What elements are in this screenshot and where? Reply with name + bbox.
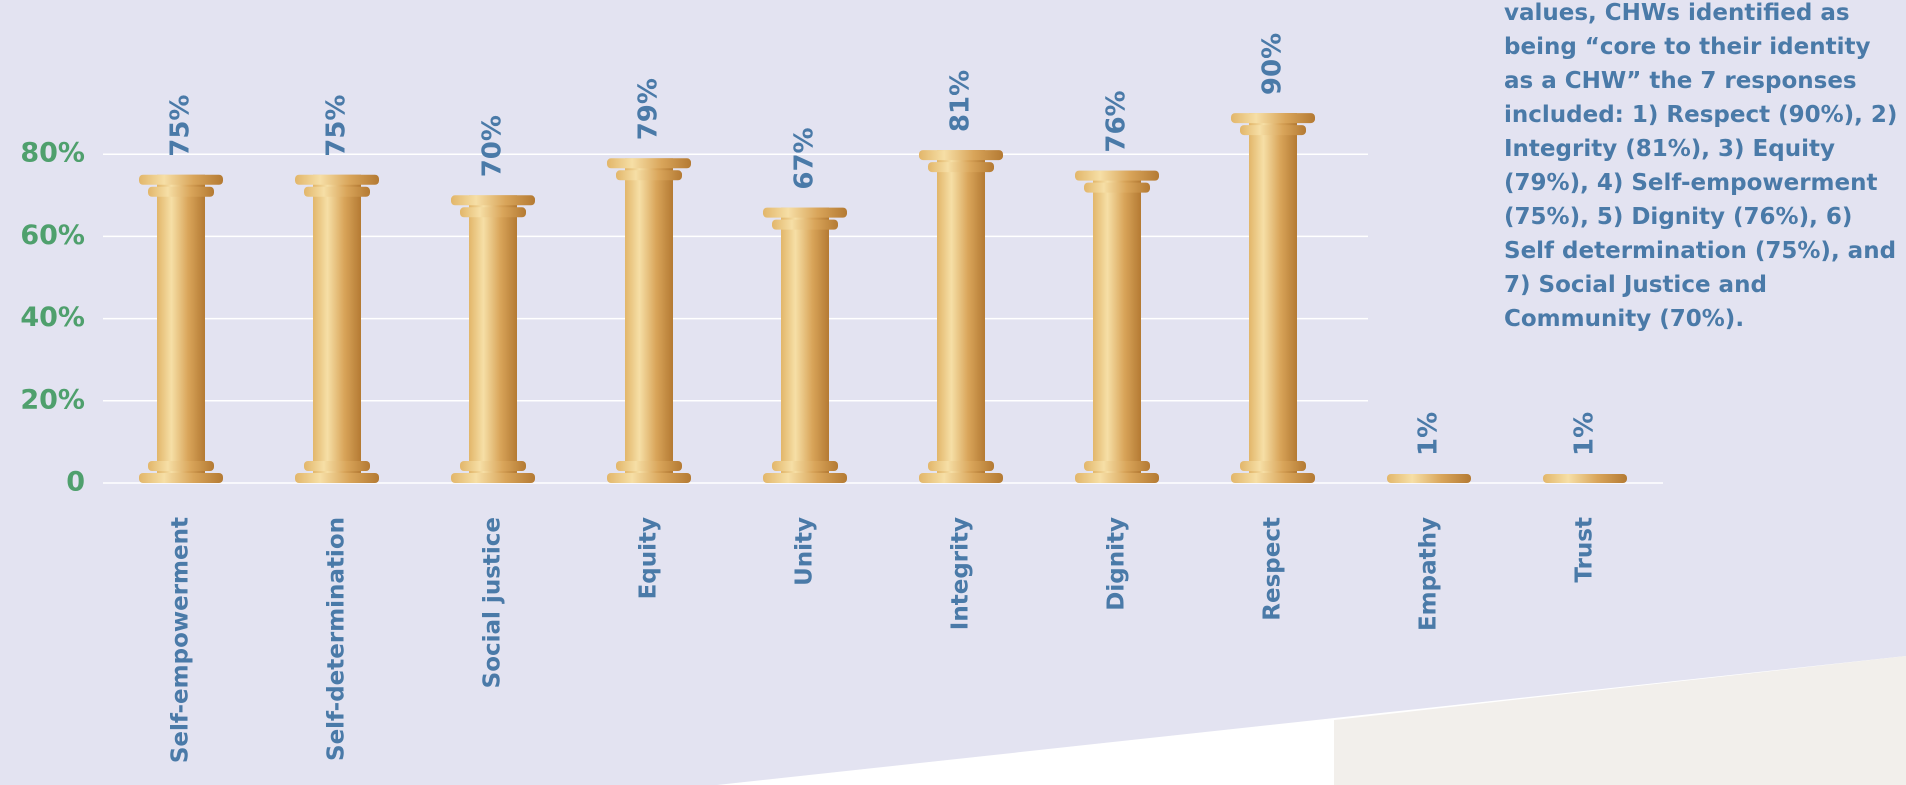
y-tick-label: 0: [66, 467, 85, 498]
value-label: 76%: [1102, 90, 1132, 152]
value-label: 75%: [166, 95, 196, 157]
x-tick-label: Social justice: [480, 517, 506, 688]
bar: [1387, 474, 1471, 483]
pillar-plate: [1231, 473, 1315, 483]
x-tick-label: Empathy: [1416, 517, 1442, 631]
pillar-plate: [928, 461, 994, 471]
value-label: 67%: [790, 127, 820, 189]
pillar-plate: [928, 162, 994, 172]
value-label: 1%: [1570, 412, 1600, 456]
value-label: 1%: [1414, 412, 1444, 456]
pillar-plate: [460, 461, 526, 471]
pillar-plate: [1231, 113, 1315, 123]
pillar-plate: [295, 473, 379, 483]
pillar-plate: [1075, 171, 1159, 181]
bar: [1543, 474, 1627, 483]
bar: [1093, 171, 1141, 483]
value-label: 79%: [634, 78, 664, 140]
pillar-plate: [1084, 183, 1150, 193]
pillar-plate: [772, 220, 838, 230]
annotation: values, CHWs identified as being “core t…: [1504, 0, 1904, 336]
x-tick-label: Equity: [636, 517, 662, 599]
decor-beige: [1334, 656, 1906, 785]
bar: [625, 158, 673, 483]
pillar-plate: [763, 208, 847, 218]
pillar-plate: [295, 175, 379, 185]
x-tick-label: Integrity: [948, 517, 974, 630]
x-tick-label: Unity: [792, 517, 818, 586]
bar: [157, 175, 205, 483]
pillar-plate: [1084, 461, 1150, 471]
x-tick-label: Respect: [1260, 517, 1286, 621]
y-tick-label: 60%: [20, 220, 85, 251]
pillar-plate: [148, 461, 214, 471]
pillar-plate: [451, 473, 535, 483]
value-label: 70%: [478, 115, 508, 177]
bar: [937, 150, 985, 483]
pillar-plate: [1240, 461, 1306, 471]
pillar-plate: [772, 461, 838, 471]
pillar-plate: [304, 461, 370, 471]
value-label: 81%: [946, 70, 976, 132]
pillar-plate: [616, 170, 682, 180]
pillar-plate: [139, 175, 223, 185]
bar: [1249, 113, 1297, 483]
value-label: 75%: [322, 95, 352, 157]
y-tick-label: 20%: [20, 384, 85, 415]
x-tick-label: Self-empowerment: [168, 517, 194, 763]
pillar-plate: [919, 150, 1003, 160]
pillar-plate: [1075, 473, 1159, 483]
y-tick-label: 40%: [20, 302, 85, 333]
pillar-plate: [1240, 125, 1306, 135]
pillar-plate: [616, 461, 682, 471]
page: {"chart_data": {"type": "bar", "categori…: [0, 0, 1906, 785]
pillar-plate: [148, 187, 214, 197]
pillar-plate: [451, 195, 535, 205]
pillar-plate: [919, 473, 1003, 483]
bar: [781, 208, 829, 483]
pillar-plate: [139, 473, 223, 483]
x-tick-label: Self-determination: [324, 517, 350, 761]
bar: [469, 195, 517, 483]
y-tick-label: 80%: [20, 138, 85, 169]
pillar-plate: [607, 158, 691, 168]
x-tick-label: Trust: [1572, 517, 1598, 583]
pillar-plate: [763, 473, 847, 483]
x-tick-label: Dignity: [1104, 517, 1130, 611]
pillar-plate: [460, 207, 526, 217]
pillar-plate: [607, 473, 691, 483]
pillar-plate: [304, 187, 370, 197]
bar: [313, 175, 361, 483]
value-label: 90%: [1258, 33, 1288, 95]
